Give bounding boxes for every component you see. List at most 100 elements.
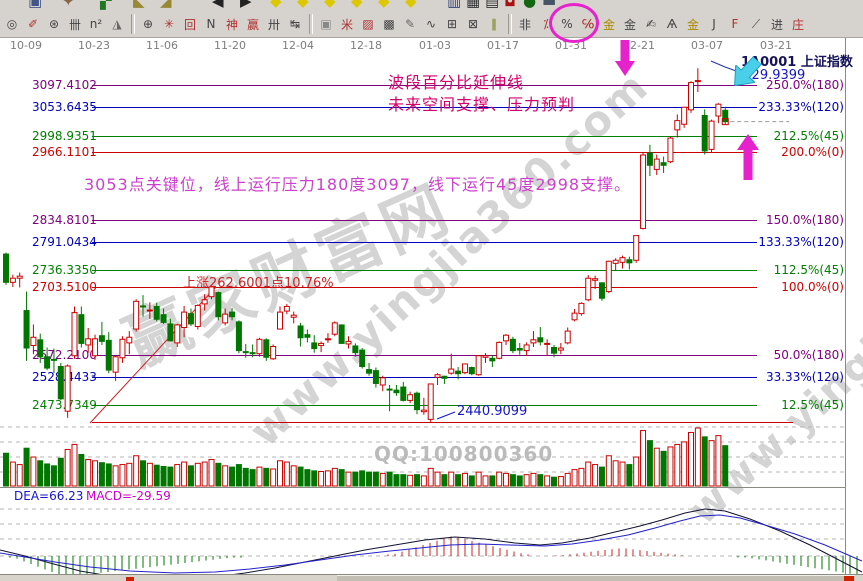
fold-right-icon[interactable]: ◢ xyxy=(160,0,172,10)
gold-lines-tool-icon[interactable]: 金 xyxy=(623,17,636,32)
forward-arrow-icon[interactable]: ▶ xyxy=(240,0,252,10)
diamond-icon-3[interactable]: ◆ xyxy=(324,0,336,10)
diamond-icon-4[interactable]: ◆ xyxy=(351,0,363,10)
stamp-tool-icon[interactable]: ◎ xyxy=(6,17,18,31)
candlestick xyxy=(23,310,30,349)
save-icon[interactable]: ◘ xyxy=(504,0,516,10)
diamond-icon-2[interactable]: ◆ xyxy=(297,0,309,10)
rays-tool-icon[interactable]: 米 xyxy=(340,17,353,32)
zigzag-tool-icon[interactable]: ∿ xyxy=(425,17,437,31)
candlestick xyxy=(605,260,612,293)
percent-level-label: 50.0%(180) xyxy=(773,348,844,362)
percent-down-tool-icon[interactable]: ⁒ xyxy=(543,17,549,31)
pencil-tool-icon[interactable]: ✎ xyxy=(404,17,416,31)
volume-bar xyxy=(283,461,290,487)
volume-bar xyxy=(414,474,420,487)
volume-bar xyxy=(585,461,592,487)
volume-bar xyxy=(242,467,249,487)
j-line-tool-icon[interactable]: J xyxy=(712,17,716,31)
pen-note-tool-icon[interactable]: ✍ xyxy=(645,17,657,31)
candlestick xyxy=(681,106,688,125)
grid-alt-icon[interactable]: ▤ xyxy=(485,0,500,10)
grid-view-icon[interactable]: ▦ xyxy=(466,0,481,10)
volume-bar xyxy=(496,471,503,487)
candlestick xyxy=(160,314,167,323)
candlestick xyxy=(3,253,9,283)
volume-bar xyxy=(379,472,386,487)
volume-bar xyxy=(78,454,85,487)
volume-bar xyxy=(482,475,489,487)
gann-fan-tool-icon[interactable]: ◮ xyxy=(112,17,122,31)
volume-bar xyxy=(277,460,283,487)
toolbar-separator xyxy=(309,14,313,34)
candlestick xyxy=(256,338,263,355)
horizontal-scrollbar[interactable] xyxy=(0,574,863,581)
candlestick xyxy=(311,342,318,350)
volume-bar xyxy=(318,471,325,487)
candlestick xyxy=(544,342,551,345)
truck-icon[interactable]: ▬ xyxy=(542,0,557,10)
select-box-tool-icon[interactable]: ▣ xyxy=(320,17,332,31)
volume-profile-tool-icon[interactable]: 非 xyxy=(518,17,531,32)
candlestick xyxy=(146,309,153,312)
gold-circle-tool-icon[interactable]: 金 xyxy=(602,17,615,32)
grid-tool-icon[interactable]: ⊞ xyxy=(446,17,458,31)
diamond-icon-6[interactable]: ◆ xyxy=(405,0,417,10)
spiral-tool-icon[interactable]: 回 xyxy=(183,17,196,32)
candlestick xyxy=(133,300,140,330)
chart-mode-icon[interactable]: ▞ xyxy=(100,0,112,10)
candlestick xyxy=(263,339,270,358)
brush-tool-icon[interactable]: ✐ xyxy=(27,17,39,31)
compass-tool-icon[interactable]: ⊕ xyxy=(142,17,154,31)
session-icon[interactable]: ✦ xyxy=(62,0,75,10)
volume-bar xyxy=(85,459,92,487)
cycle-circle-tool-icon[interactable]: ⊛ xyxy=(48,17,60,31)
volume-bar xyxy=(489,475,496,487)
candlestick xyxy=(619,257,626,263)
ying-grid-tool-icon[interactable]: 赢 xyxy=(246,17,259,32)
price-level-label: 2703.5100 xyxy=(32,280,97,294)
parallel-lines-tool-icon[interactable]: ∥ xyxy=(491,17,497,31)
volume-bar xyxy=(461,472,468,487)
scrollbar-thumb[interactable] xyxy=(337,575,855,581)
diamond-icon-1[interactable]: ◆ xyxy=(270,0,282,10)
ruler-123-tool-icon[interactable]: 卅 xyxy=(267,17,280,32)
candlestick xyxy=(646,152,653,166)
volume-bar xyxy=(386,471,393,487)
percent-lines-tool-icon[interactable]: ℅ xyxy=(581,17,595,31)
candlestick xyxy=(386,388,393,391)
volume-bar xyxy=(503,472,510,487)
volume-bar xyxy=(44,463,51,487)
percent-tool-icon[interactable]: % xyxy=(561,17,573,31)
calendar-21-icon[interactable]: ▥ xyxy=(447,0,462,10)
price-level-label: 3053.6435 xyxy=(32,100,97,114)
shen-grid-tool-icon[interactable]: 神 xyxy=(225,17,238,32)
globe-icon[interactable]: ● xyxy=(523,0,537,10)
n-squared-tool-icon[interactable]: n² xyxy=(89,17,103,31)
candlestick xyxy=(229,311,236,318)
wave-band-tool-icon[interactable]: Ѧ xyxy=(666,17,678,31)
candlestick xyxy=(688,82,694,111)
candlestick xyxy=(105,339,112,371)
f-line-tool-icon[interactable]: F xyxy=(731,17,739,31)
web-grid-tool-icon[interactable]: ✳ xyxy=(163,17,175,31)
hatch-red-tool-icon[interactable]: ▨ xyxy=(362,17,374,31)
gold-red-tool-icon[interactable]: 金 xyxy=(686,17,699,32)
window-icon[interactable]: ▣ xyxy=(28,0,43,10)
width-measure-tool-icon[interactable]: ↹ xyxy=(289,17,301,31)
speed-line-tool-icon[interactable]: 进 xyxy=(770,17,783,32)
zhuang-tool-icon[interactable]: 庄 xyxy=(791,17,804,32)
fold-left-icon[interactable]: ◣ xyxy=(133,0,145,10)
grid-cross-tool-icon[interactable]: ⊠ xyxy=(467,17,479,31)
candlestick xyxy=(119,338,126,359)
candlestick xyxy=(708,120,715,150)
date-label: 10-23 xyxy=(78,39,110,52)
back-arrow-icon[interactable]: ◀ xyxy=(212,0,224,10)
diamond-icon-5[interactable]: ◆ xyxy=(378,0,390,10)
hatch-dark-tool-icon[interactable]: ▩ xyxy=(383,17,395,31)
gann-box-tool-icon[interactable]: N xyxy=(206,17,216,31)
ruler-ticks-tool-icon[interactable]: 卌 xyxy=(68,17,81,32)
percent-level-label: 200.0%(0) xyxy=(781,145,844,159)
diagonal-pen-tool-icon[interactable]: ⟋ xyxy=(751,16,761,31)
